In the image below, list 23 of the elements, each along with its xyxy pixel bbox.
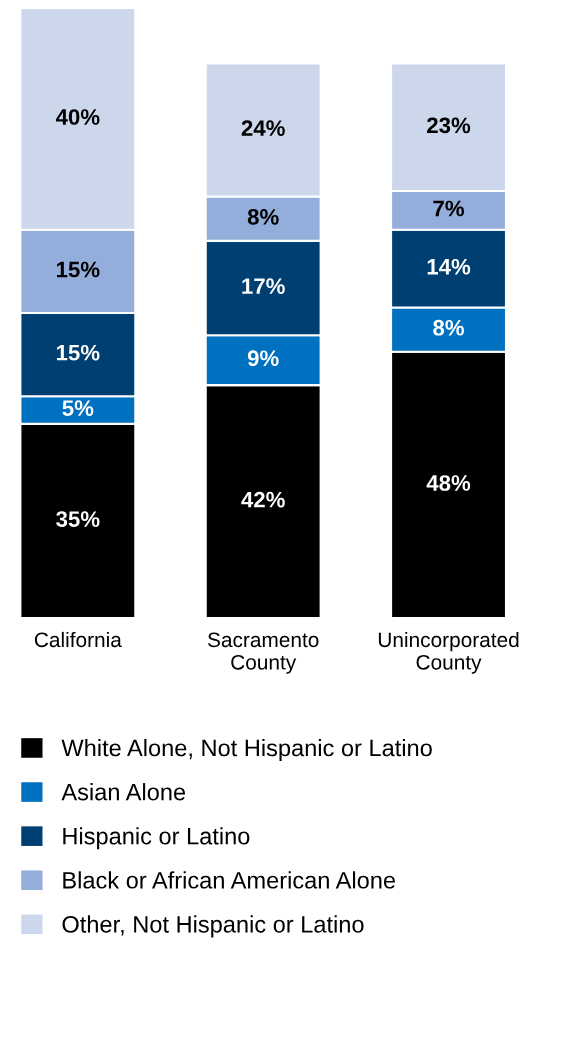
- data-label: 15%: [57, 261, 100, 278]
- data-label: 5%: [62, 400, 94, 417]
- data-label: 7%: [433, 200, 464, 217]
- x-tick-label: Sacramento County: [207, 632, 319, 674]
- legend-label: White Alone, Not Hispanic or Latino: [61, 738, 432, 761]
- data-label: 48%: [426, 475, 471, 491]
- data-label: 8%: [433, 319, 464, 336]
- data-label: 24%: [241, 120, 285, 136]
- legend-label: Black or African American Alone: [63, 871, 396, 889]
- data-label: 35%: [56, 511, 100, 527]
- legend-label: Asian Alone: [61, 783, 186, 801]
- data-label: 14%: [427, 258, 471, 275]
- data-label: 40%: [55, 109, 100, 125]
- data-label: 15%: [57, 344, 100, 361]
- x-tick-label: Unincorporated County: [378, 631, 519, 674]
- data-label: 9%: [247, 350, 279, 367]
- legend-label: Other, Not Hispanic or Latino: [62, 915, 364, 938]
- data-label: 8%: [247, 208, 279, 225]
- legend-label: Hispanic or Latino: [63, 827, 250, 850]
- data-label: 42%: [241, 491, 285, 508]
- x-tick-label: California: [34, 631, 122, 648]
- data-label: 23%: [427, 117, 471, 134]
- data-label: 17%: [242, 278, 285, 294]
